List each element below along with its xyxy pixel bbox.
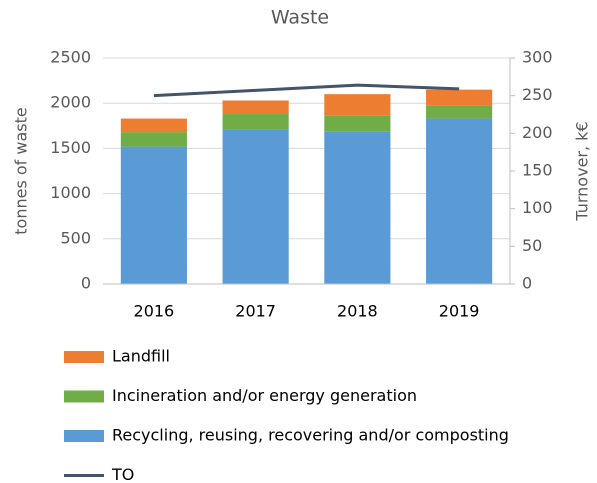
y-tick-label: 500	[60, 228, 91, 247]
line-series	[153, 83, 460, 98]
y2-tick-label: 0	[522, 274, 532, 293]
legend-swatch	[64, 351, 104, 363]
y-tick-label: 1500	[50, 138, 91, 157]
bar-segment	[120, 146, 187, 284]
bar-segment	[426, 118, 493, 285]
legend-swatch	[64, 430, 104, 442]
bar-segment	[426, 89, 493, 106]
y-tick-label: 1000	[50, 183, 91, 202]
y2-axis-label: Turnover, k€	[573, 121, 592, 221]
bar-segment	[324, 115, 391, 132]
bar-segment	[222, 100, 289, 115]
y-tick-label: 2000	[50, 93, 91, 112]
bar-segment	[120, 118, 187, 133]
legend-label: Landfill	[112, 347, 170, 366]
legend-label: TO	[111, 465, 134, 483]
bar-segment	[120, 132, 187, 147]
legend-label: Incineration and/or energy generation	[112, 386, 417, 405]
x-tick-label: 2019	[439, 302, 480, 321]
y-tick-label: 0	[81, 274, 91, 293]
y2-tick-label: 50	[522, 236, 542, 255]
y2-tick-label: 200	[522, 123, 553, 142]
y2-tick-label: 250	[522, 85, 553, 104]
bar-segment	[324, 94, 391, 116]
bar-segment	[324, 131, 391, 284]
legend-swatch	[64, 390, 104, 403]
x-tick-label: 2018	[337, 302, 378, 321]
y-tick-label: 2500	[50, 48, 91, 67]
y2-tick-label: 100	[522, 198, 553, 217]
bar-segment	[222, 129, 289, 284]
x-tick-label: 2016	[134, 302, 175, 321]
y2-tick-label: 300	[522, 48, 553, 67]
y2-tick-label: 150	[522, 161, 553, 180]
bar-segment	[222, 114, 289, 130]
bar-segment	[426, 105, 493, 119]
chart-title: Waste	[271, 7, 329, 29]
x-tick-label: 2017	[235, 302, 276, 321]
y-axis-label: tonnes of waste	[12, 107, 31, 234]
legend-label: Recycling, reusing, recovering and/or co…	[112, 426, 509, 445]
